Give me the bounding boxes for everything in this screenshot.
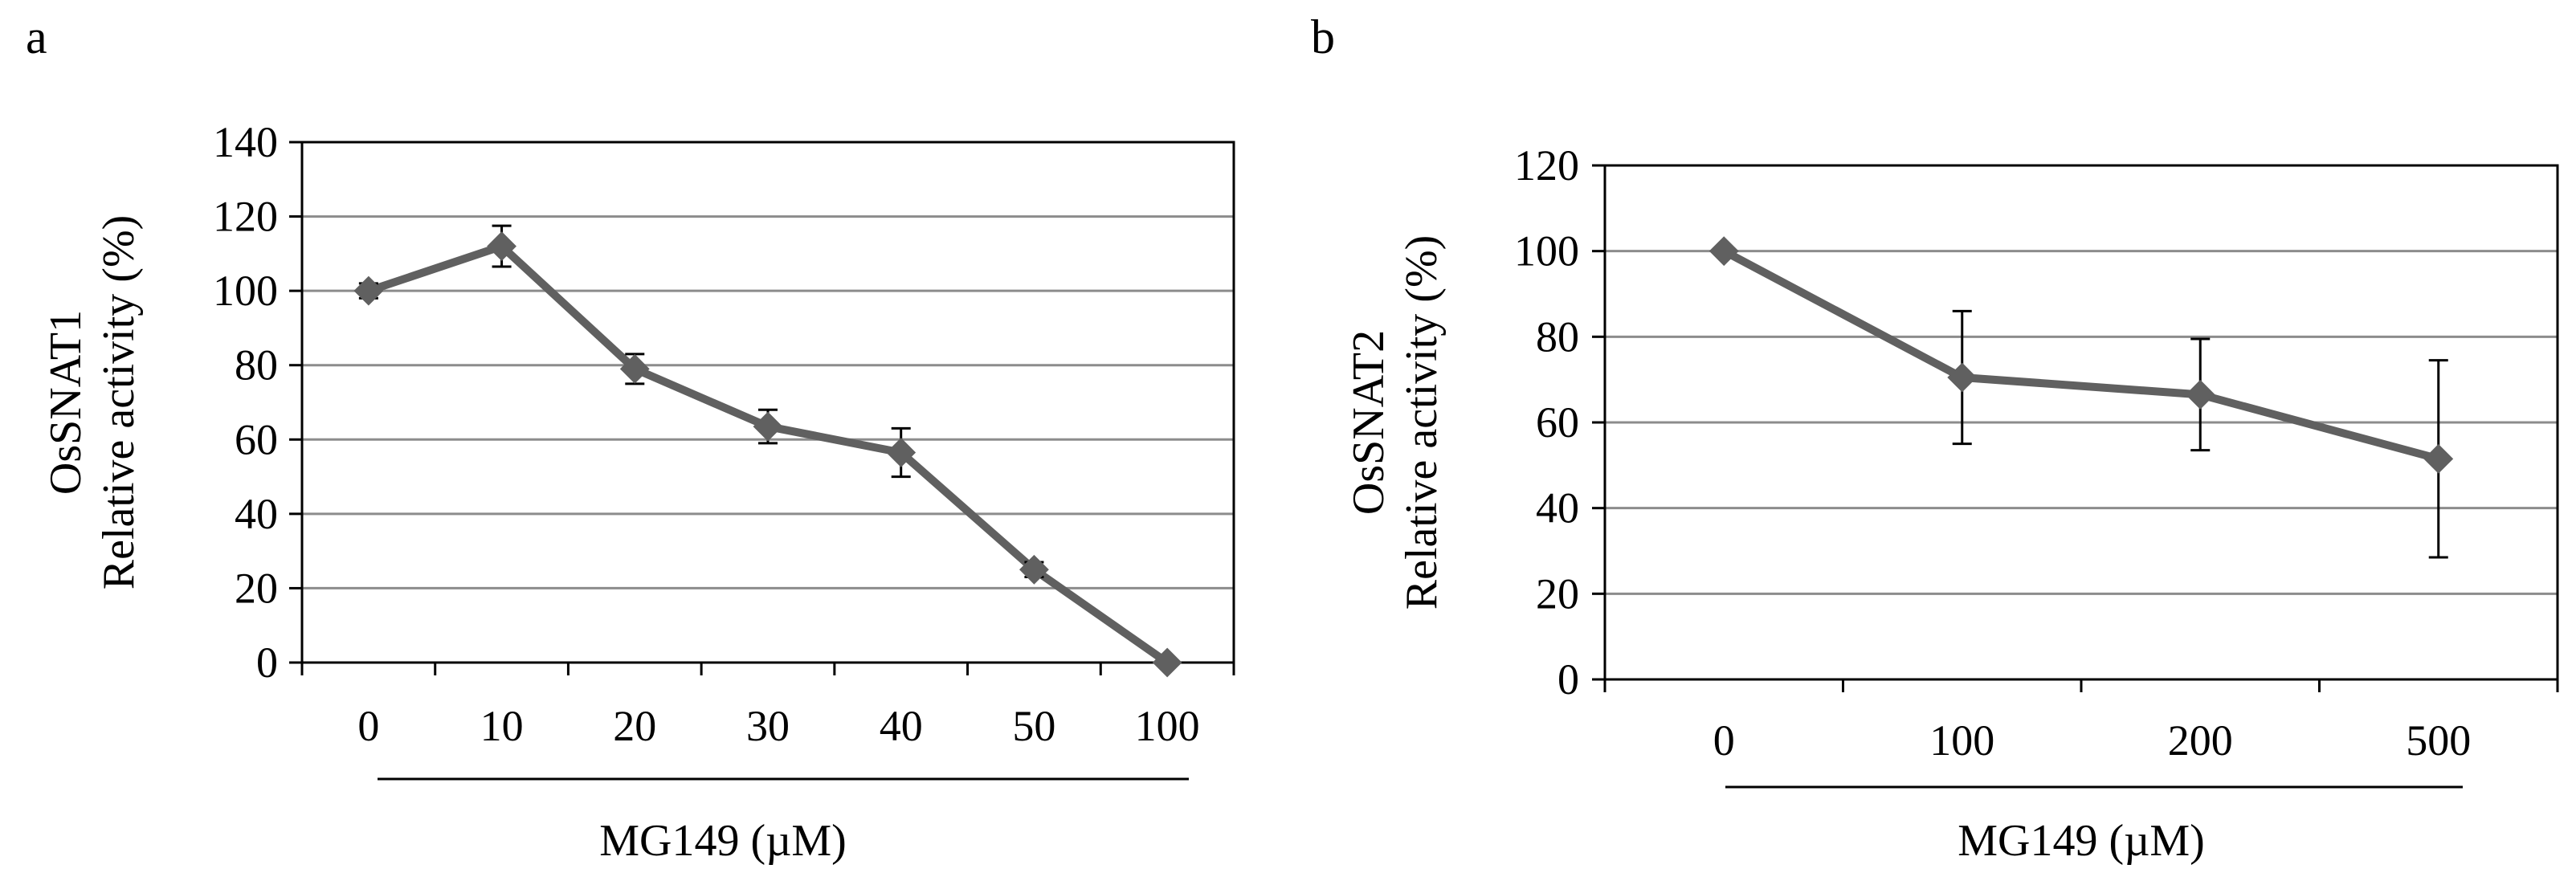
panel-b-x-tick-label: 200 bbox=[2168, 716, 2233, 765]
panel-a-y-tick-label: 40 bbox=[235, 490, 278, 538]
panel-a-data-point bbox=[1019, 554, 1049, 585]
panel-b-data-point bbox=[1708, 236, 1739, 267]
panel-a-x-tick-label: 0 bbox=[357, 702, 379, 750]
panel-b-ylabel-line2: Relative activity (%) bbox=[1397, 235, 1447, 610]
panel-a-ylabel-line1: OsSNAT1 bbox=[41, 310, 91, 495]
panel-b-y-tick-label: 80 bbox=[1536, 312, 1579, 361]
panel-a-gridlines bbox=[302, 141, 1234, 589]
panel-a-y-tick-label: 80 bbox=[235, 341, 278, 389]
panel-b-y-tick-label: 60 bbox=[1536, 398, 1579, 447]
panel-a-x-tick-label: 40 bbox=[880, 702, 923, 750]
panel-a-x-tick-label: 10 bbox=[480, 702, 524, 750]
panel-b-series-line bbox=[1721, 247, 2440, 463]
panel-b-data-point bbox=[2423, 443, 2454, 474]
panel-b-y-tick-label: 100 bbox=[1514, 227, 1579, 275]
panel-a-y-tick-label: 100 bbox=[213, 267, 278, 315]
panel-b-x-ticks: 0 100 200 500 bbox=[1603, 679, 2559, 765]
panel-a-data-point bbox=[487, 231, 516, 262]
panel-a-y-tick-label: 140 bbox=[213, 118, 278, 166]
panel-a-x-tick-label: 20 bbox=[613, 702, 656, 750]
panel-b-ylabel-line1: OsSNAT2 bbox=[1344, 330, 1394, 515]
panel-b-gridlines bbox=[1605, 164, 2558, 595]
panel-a-x-tick-label: 50 bbox=[1012, 702, 1055, 750]
panel-a-data-point bbox=[753, 411, 783, 442]
panel-b-y-tick-label: 40 bbox=[1536, 484, 1579, 532]
panel-a-ylabel-group: OsSNAT1 Relative activity (%) bbox=[41, 215, 144, 589]
panel-b-series bbox=[1708, 236, 2454, 559]
panel-b-x-tick-label: 0 bbox=[1713, 716, 1735, 765]
panel-b-y-tick-label: 20 bbox=[1536, 569, 1579, 618]
panel-a-data-point bbox=[1152, 647, 1182, 678]
panel-a-x-tick-label: 100 bbox=[1135, 702, 1200, 750]
panel-b-y-tick-label: 120 bbox=[1514, 141, 1579, 190]
panel-a-y-tick-label: 0 bbox=[256, 638, 278, 687]
panel-b-ylabel-group: OsSNAT2 Relative activity (%) bbox=[1344, 235, 1447, 610]
panel-b-data-point bbox=[2185, 379, 2215, 410]
panel-b-xlabel: MG149 (µM) bbox=[1958, 816, 2205, 866]
panel-b-y-tick-label: 0 bbox=[1557, 655, 1579, 704]
panel-a-x-ticks: 0 10 20 30 40 50 100 bbox=[300, 663, 1235, 750]
panel-a-series-line bbox=[367, 242, 1170, 667]
panel-a-data-point bbox=[619, 353, 650, 384]
panel-b-y-ticks: 0 20 40 60 80 100 120 bbox=[1514, 141, 1605, 704]
panel-a-series bbox=[353, 224, 1182, 678]
panel-a-y-tick-label: 120 bbox=[213, 193, 278, 241]
panel-b-x-tick-label: 100 bbox=[1929, 716, 1994, 765]
panel-a-ylabel-line2: Relative activity (%) bbox=[94, 215, 144, 589]
panel-a-data-point bbox=[353, 275, 384, 306]
panel-a-y-tick-label: 60 bbox=[235, 415, 278, 463]
panel-b-label: b bbox=[1311, 10, 1335, 63]
panel-b-x-tick-label: 500 bbox=[2406, 716, 2471, 765]
panel-a: a 0 20 40 60 80 100 120 140 0 10 20 30 40 50 100 MG14… bbox=[26, 10, 1235, 866]
panel-a-x-tick-label: 30 bbox=[746, 702, 790, 750]
panel-a-xlabel: MG149 (µM) bbox=[599, 816, 847, 866]
panel-a-label: a bbox=[26, 10, 47, 63]
panel-a-y-ticks: 0 20 40 60 80 100 120 140 bbox=[213, 118, 302, 687]
panel-a-data-point bbox=[886, 438, 917, 467]
panel-a-y-tick-label: 20 bbox=[235, 564, 278, 612]
panel-a-plot-frame bbox=[300, 141, 1235, 664]
panel-b-data-point bbox=[1947, 362, 1978, 393]
